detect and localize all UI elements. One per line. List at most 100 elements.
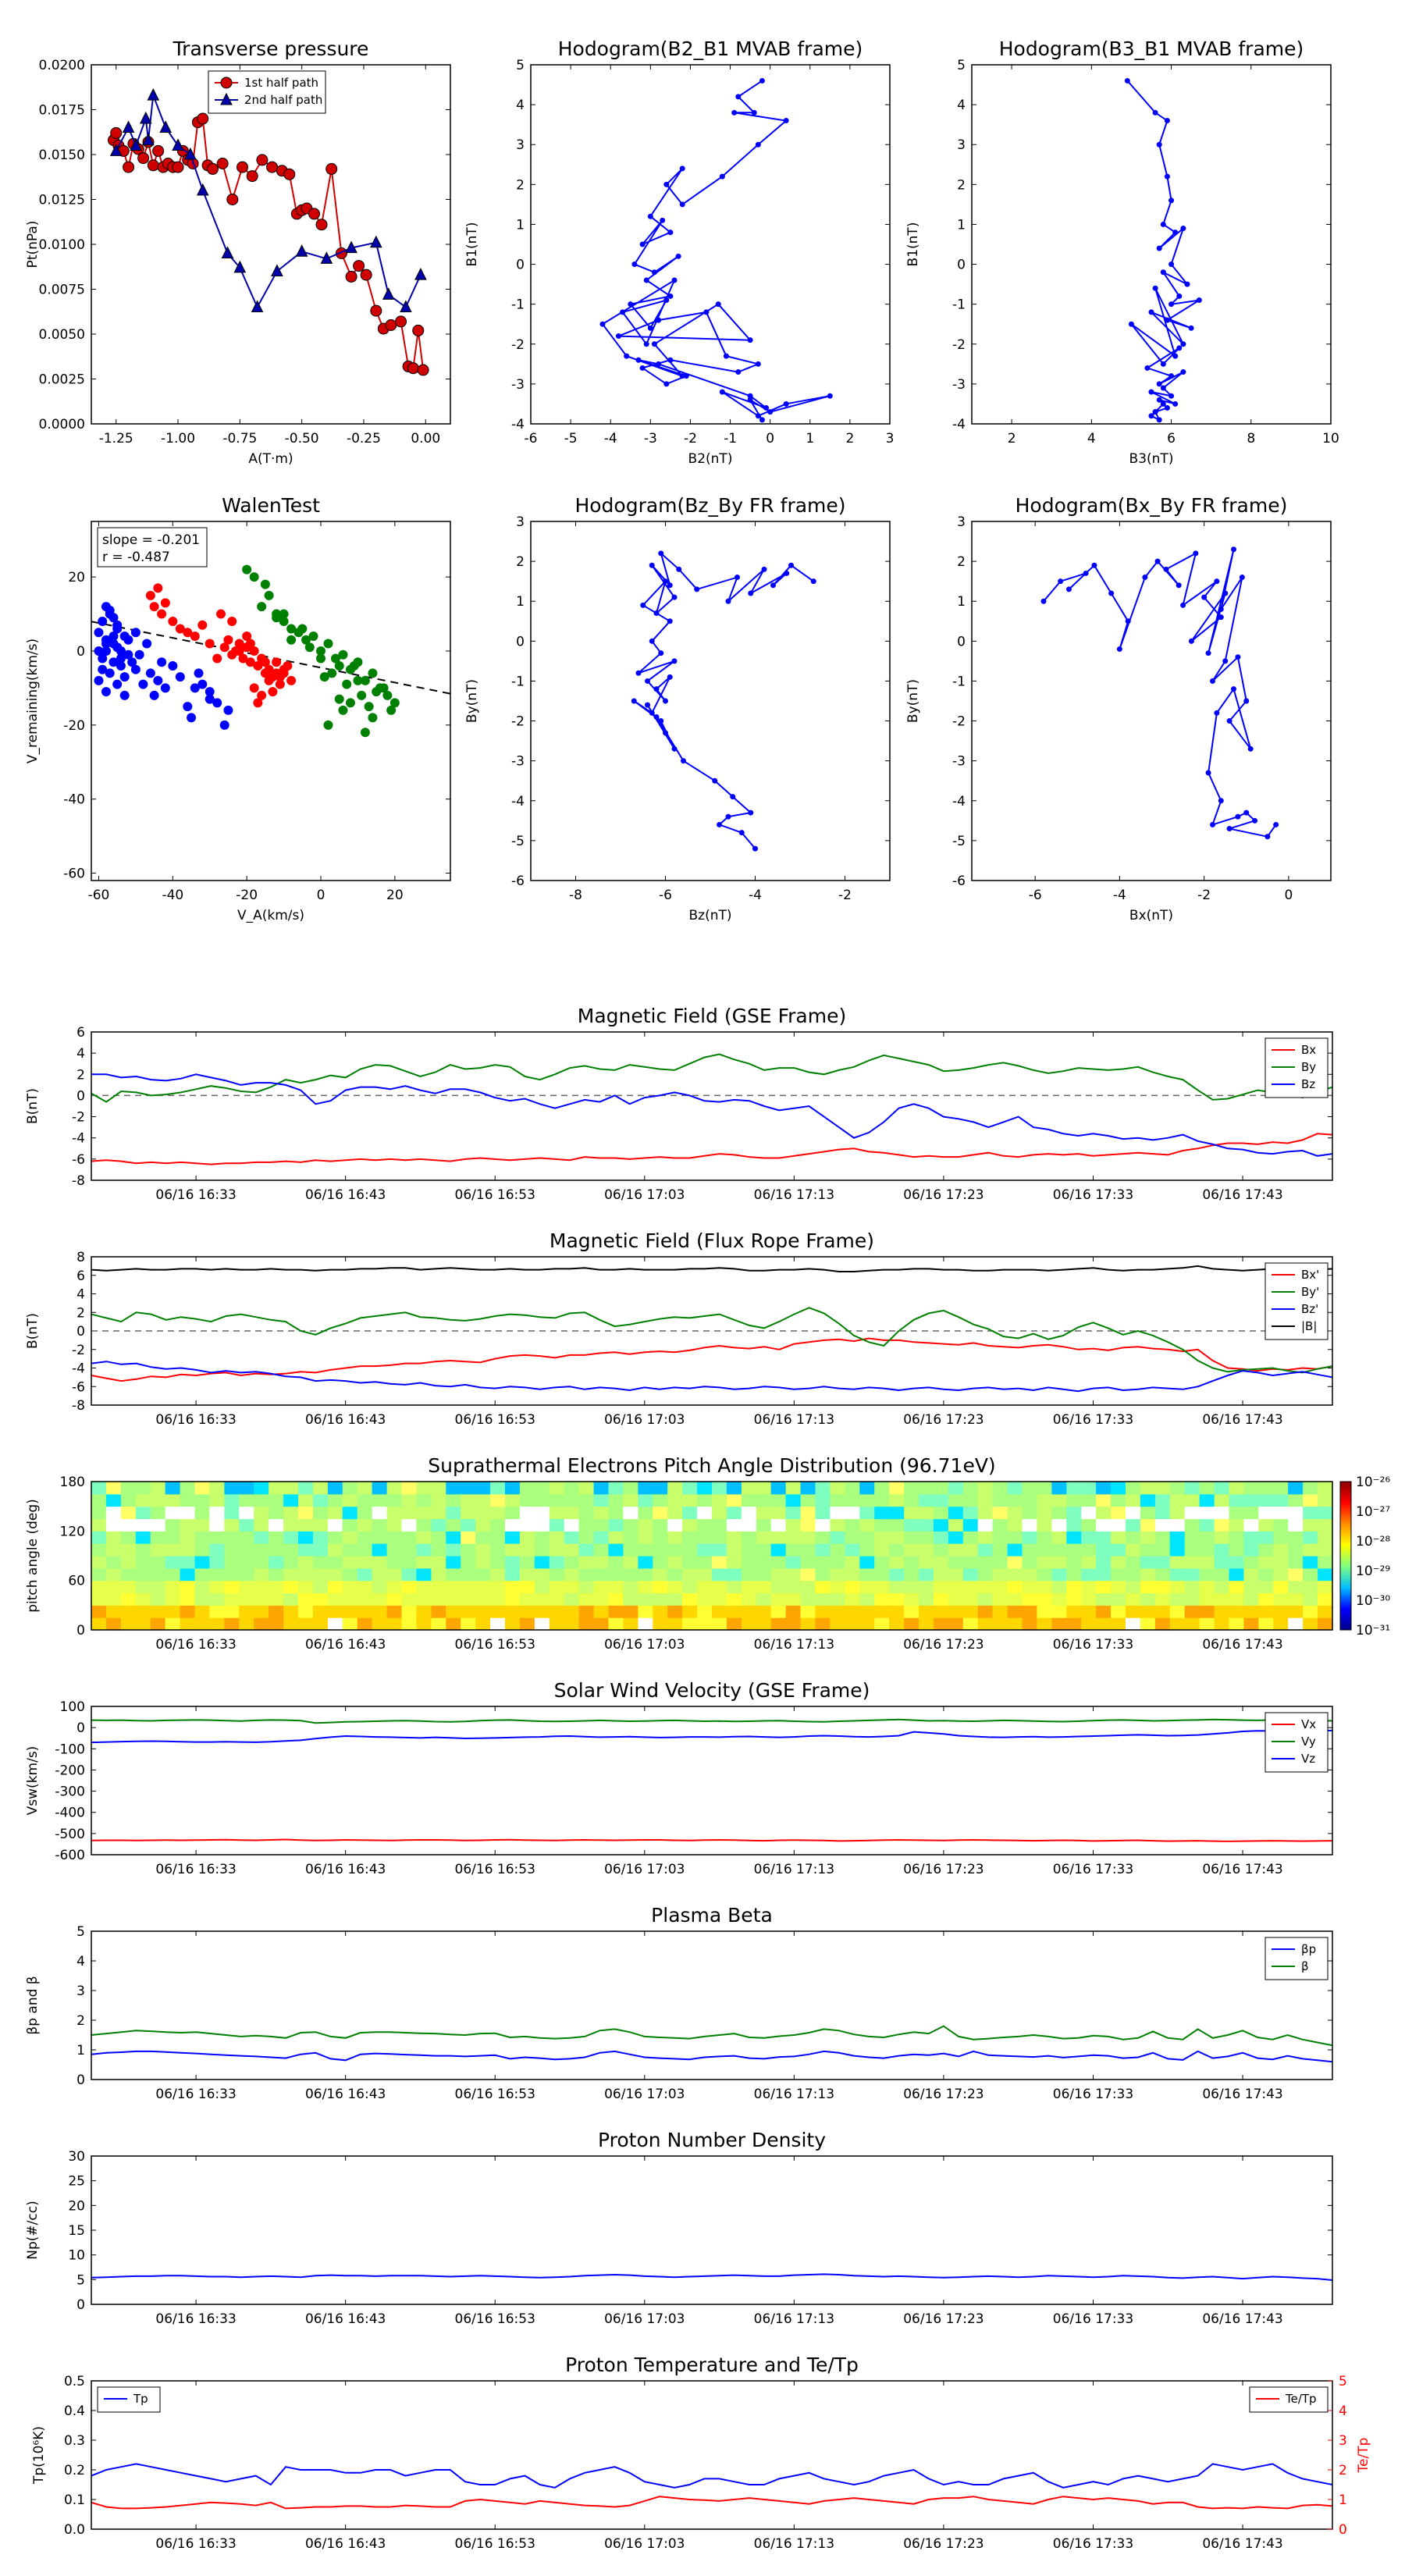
y-tick-label: -4 (72, 1131, 85, 1147)
heatmap-cell (1007, 1556, 1023, 1569)
data-marker (1124, 77, 1130, 84)
data-marker (631, 262, 638, 268)
heatmap-cell (1318, 1482, 1333, 1495)
heatmap-cell (105, 1605, 122, 1618)
x-tick-label: 06/16 16:53 (455, 1412, 535, 1428)
heatmap-cell (889, 1580, 905, 1594)
heatmap-cell (1037, 1605, 1052, 1618)
heatmap-cell (933, 1580, 949, 1594)
y-tick-label: 0 (76, 1324, 85, 1340)
heatmap-cell (1126, 1605, 1141, 1618)
heatmap-cell (815, 1493, 831, 1507)
data-marker (1180, 602, 1186, 608)
series-line (91, 1718, 1332, 1724)
heatmap-cell (1066, 1482, 1082, 1495)
heatmap-cell (1184, 1592, 1200, 1606)
panel-hodogram-b3-b1: Hodogram(B3_B1 MVAB frame)2 4 6 8 10-4-3-2-1… (905, 37, 1339, 467)
heatmap-cell (919, 1518, 934, 1532)
data-marker (1148, 309, 1154, 315)
x-tick-label: 0 (766, 431, 774, 447)
data-marker (196, 183, 209, 196)
heatmap-cell (180, 1592, 196, 1606)
heatmap-cell (653, 1543, 668, 1557)
y-tick-label: 3 (516, 514, 525, 530)
heatmap-cell (1214, 1592, 1230, 1606)
heatmap-cell (194, 1580, 210, 1594)
heatmap-cell (150, 1518, 166, 1532)
data-marker (1218, 798, 1224, 804)
heatmap-cell (239, 1506, 254, 1520)
data-marker (1148, 413, 1154, 419)
scatter-point (205, 687, 215, 697)
heatmap-cell (1229, 1531, 1244, 1544)
heatmap-cell (726, 1518, 742, 1532)
heatmap-cell (845, 1567, 860, 1582)
y-tick-label: 8 (76, 1250, 85, 1265)
heatmap-cell (1007, 1580, 1023, 1594)
heatmap-cell (904, 1567, 919, 1582)
heatmap-cell (1154, 1518, 1171, 1532)
heatmap-cell (327, 1506, 343, 1520)
heatmap-cell (224, 1518, 240, 1532)
heatmap-cell (904, 1518, 919, 1532)
heatmap-cell (682, 1531, 698, 1544)
scatter-point (123, 649, 133, 660)
heatmap-cell (1214, 1567, 1230, 1582)
data-marker (1164, 317, 1170, 323)
heatmap-cell (180, 1493, 196, 1507)
heatmap-cell (416, 1506, 432, 1520)
heatmap-cell (372, 1605, 388, 1618)
annotation-line: slope = -0.201 (102, 532, 200, 548)
heatmap-cell (1007, 1617, 1023, 1631)
data-marker (1222, 590, 1229, 596)
heatmap-cell (534, 1592, 550, 1606)
y-tick-label: 2 (957, 177, 966, 193)
heatmap-cell (1096, 1518, 1112, 1532)
data-marker (1243, 809, 1250, 816)
heatmap-cell (1096, 1567, 1112, 1582)
x-tick-label: -20 (236, 888, 258, 903)
data-marker (649, 562, 655, 568)
heatmap-cell (283, 1556, 299, 1569)
heatmap-cell (239, 1482, 254, 1495)
heatmap-cell (431, 1592, 446, 1606)
x-tick-label: 06/16 16:53 (455, 2311, 535, 2327)
y-tick-label: -500 (55, 1827, 85, 1842)
heatmap-cell (638, 1556, 653, 1569)
heatmap-cell (312, 1580, 329, 1594)
heatmap-cell (105, 1518, 122, 1532)
x-tick-label: -0.25 (347, 431, 381, 447)
heatmap-cell (1318, 1506, 1333, 1520)
x-tick-label: -40 (162, 888, 183, 903)
heatmap-cell (578, 1556, 595, 1569)
heatmap-cell (342, 1567, 358, 1582)
heatmap-cell (505, 1506, 521, 1520)
heatmap-cell (756, 1506, 772, 1520)
scatter-point (227, 617, 237, 627)
panel-pitch-angle: Suprathermal Electrons Pitch Angle Distr… (25, 1454, 1390, 1653)
data-marker (345, 240, 357, 254)
heatmap-cell (992, 1482, 1008, 1495)
heatmap-cell (490, 1543, 506, 1557)
heatmap-cell (830, 1567, 845, 1582)
heatmap-cell (150, 1617, 166, 1631)
y-tick-label: 4 (76, 1954, 85, 1969)
heatmap-cell (667, 1592, 683, 1606)
x-tick-label: 06/16 17:33 (1053, 1187, 1133, 1203)
heatmap-cell (653, 1482, 668, 1495)
heatmap-cell (312, 1543, 329, 1557)
heatmap-cell (1096, 1580, 1112, 1594)
legend-label: Vx (1301, 1717, 1316, 1731)
x-tick-label: 06/16 17:33 (1053, 2087, 1133, 2102)
heatmap-cell (401, 1605, 417, 1618)
heatmap-cell (254, 1506, 269, 1520)
x-axis-label: Bz(nT) (688, 908, 731, 923)
heatmap-cell (1037, 1567, 1052, 1582)
legend-label: By' (1301, 1285, 1319, 1299)
legend-label: Bz (1301, 1077, 1315, 1091)
heatmap-cell (919, 1567, 934, 1582)
x-tick-label: -0.50 (285, 431, 319, 447)
scatter-point (116, 646, 126, 656)
y-axis-label: B1(nT) (905, 222, 921, 267)
